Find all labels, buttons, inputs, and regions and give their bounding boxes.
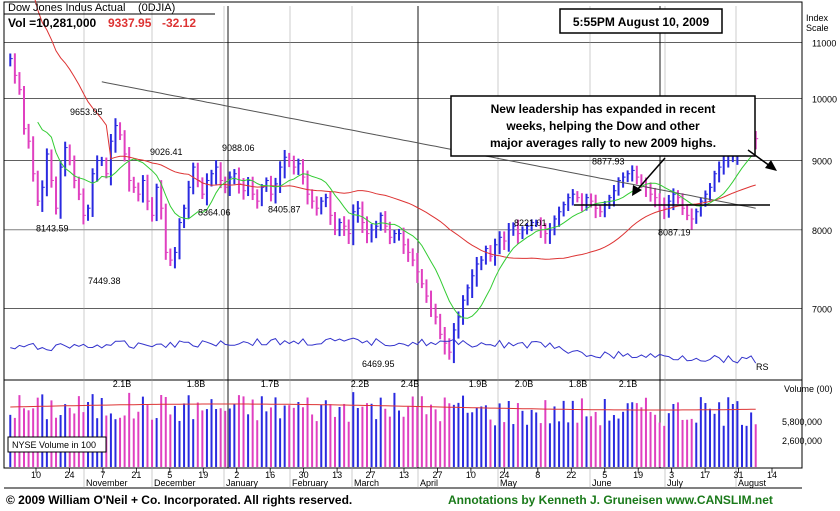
annotation-arrow-right xyxy=(747,149,771,167)
volume-label: 2.4B xyxy=(401,379,420,389)
volume-legend: NYSE Volume in 100 xyxy=(12,440,96,450)
x-tick-label: 19 xyxy=(633,470,643,480)
x-tick-label: 24 xyxy=(64,470,74,480)
volume-labels: 2.1B 1.8B 1.7B 2.2B 2.4B 1.9B 2.0B 1.8B 2.1B xyxy=(113,379,638,389)
y-tick-label-7000: 7000 xyxy=(812,305,832,315)
volume-label: 2.1B xyxy=(619,379,638,389)
x-tick-label: 7 xyxy=(100,470,105,480)
month-lines xyxy=(83,6,737,488)
month-label-january: January xyxy=(226,478,259,488)
x-tick-label: 31 xyxy=(734,470,744,480)
volume-label: 1.7B xyxy=(261,379,280,389)
x-tick-label: 21 xyxy=(131,470,141,480)
scale-label-scale: Scale xyxy=(806,23,829,33)
scale-label-index: Index xyxy=(806,13,829,23)
price-label: 8087.19 xyxy=(658,227,691,237)
annotation-line-3: major averages rally to new 2009 highs. xyxy=(490,136,716,150)
price-label: 6469.95 xyxy=(362,359,395,369)
annotation-line-1: New leadership has expanded in recent xyxy=(491,102,716,116)
index-name: Dow Jones Indus Actual xyxy=(8,2,125,14)
x-tick-label: 16 xyxy=(265,470,275,480)
x-tick-label: 19 xyxy=(198,470,208,480)
x-tick-label: 5 xyxy=(602,470,607,480)
price-labels: 9653.95 8143.59 7449.38 9026.41 8364.06 9088.… xyxy=(36,107,691,369)
month-label-july: July xyxy=(667,478,684,488)
price-label: 8221.01 xyxy=(514,218,547,228)
month-label-november: November xyxy=(86,478,128,488)
volume-bars xyxy=(9,392,757,467)
x-tick-label: 30 xyxy=(299,470,309,480)
annotation-arrowhead-right xyxy=(765,160,777,171)
long-moving-average-line xyxy=(101,81,756,209)
rs-line xyxy=(10,337,757,364)
x-tick-label: 27 xyxy=(432,470,442,480)
x-tick-label: 5 xyxy=(167,470,172,480)
y-tick-label-11000: 11000 xyxy=(812,38,836,48)
x-axis-ticks: 10 24 7 21 5 19 2 16 30 13 27 13 27 10 24 8 22 5 19 3 17 31 14… xyxy=(31,468,777,488)
volume-label: 1.8B xyxy=(569,379,588,389)
volume-text: Vol =10,281,000 xyxy=(8,16,97,30)
x-tick-label: 3 xyxy=(669,470,674,480)
timestamp-box xyxy=(559,8,723,34)
annotation-box xyxy=(450,95,756,157)
y-axis-ticks: 7000 8000 9000 10000 11000 xyxy=(812,38,837,314)
last-price: 9337.95 xyxy=(108,16,152,30)
annotations-credit: Annotations by Kenneth J. Gruneisen www.… xyxy=(448,493,773,507)
price-label: 9026.41 xyxy=(150,147,183,157)
month-label-december: December xyxy=(154,478,196,488)
volume-average-line xyxy=(10,403,756,411)
x-tick-label: 13 xyxy=(399,470,409,480)
x-tick-label: 13 xyxy=(332,470,342,480)
price-label: 8877.93 xyxy=(592,157,625,167)
y-tick-label-9000: 9000 xyxy=(812,157,832,167)
annotation-line-2: weeks, helping the Dow and other xyxy=(505,119,700,133)
x-tick-label: 10 xyxy=(466,470,476,480)
volume-label: 1.9B xyxy=(469,379,488,389)
price-label: 8143.59 xyxy=(36,223,69,233)
price-label: 7449.38 xyxy=(88,276,121,286)
copyright: © 2009 William O'Neil + Co. Incorporated… xyxy=(6,493,352,507)
price-label: 9653.95 xyxy=(70,107,103,117)
month-label-may: May xyxy=(500,478,518,488)
volume-label: 2.0B xyxy=(515,379,534,389)
volume-tick-2600000: 2,600,000 xyxy=(782,436,822,446)
volume-tick-5800000: 5,800,000 xyxy=(782,417,822,427)
y-tick-label-8000: 8000 xyxy=(812,226,832,236)
index-symbol: (0DJIA) xyxy=(138,2,175,14)
x-tick-label: 22 xyxy=(566,470,576,480)
price-label: 9088.06 xyxy=(222,143,255,153)
price-bars xyxy=(9,53,759,364)
volume-label: 2.2B xyxy=(351,379,370,389)
rs-label: RS xyxy=(756,362,769,372)
timestamp: 5:55PM August 10, 2009 xyxy=(573,15,710,29)
x-tick-label: 10 xyxy=(31,470,41,480)
annotation-arrowhead-left xyxy=(632,185,642,196)
200-day-moving-average-line xyxy=(34,0,756,260)
price-label: 8364.06 xyxy=(198,208,231,218)
month-label-february: February xyxy=(292,478,329,488)
month-label-april: April xyxy=(420,478,438,488)
volume-label: 2.1B xyxy=(113,379,132,389)
month-label-march: March xyxy=(354,478,379,488)
volume-legend-box xyxy=(7,436,107,453)
x-tick-label: 17 xyxy=(700,470,710,480)
x-tick-label: 2 xyxy=(234,470,239,480)
price-label: 8405.87 xyxy=(268,205,301,215)
month-label-june: June xyxy=(592,478,612,488)
y-tick-label-10000: 10000 xyxy=(812,94,837,104)
x-tick-label: 27 xyxy=(366,470,376,480)
x-tick-label: 8 xyxy=(535,470,540,480)
x-tick-label: 14 xyxy=(767,470,777,480)
x-tick-label: 24 xyxy=(499,470,509,480)
month-label-august: August xyxy=(738,478,767,488)
volume-label: 1.8B xyxy=(187,379,206,389)
price-change: -32.12 xyxy=(162,16,196,30)
volume-axis-title: Volume (00) xyxy=(784,384,833,394)
annotation-arrow-left xyxy=(636,157,666,191)
